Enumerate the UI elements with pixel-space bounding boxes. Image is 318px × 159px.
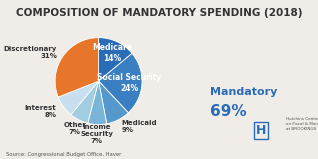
Wedge shape	[99, 38, 132, 81]
Text: 69%: 69%	[210, 104, 246, 119]
Wedge shape	[99, 53, 142, 113]
Wedge shape	[71, 81, 99, 123]
Text: Hutchins Center
on Fiscal & Monetary Policy
at BROOKINGS: Hutchins Center on Fiscal & Monetary Pol…	[286, 117, 318, 131]
Text: Income
Security
7%: Income Security 7%	[80, 124, 114, 144]
Wedge shape	[99, 81, 128, 124]
Text: Mandatory: Mandatory	[210, 87, 277, 97]
Text: COMPOSITION OF MANDATORY SPENDING (2018): COMPOSITION OF MANDATORY SPENDING (2018)	[16, 8, 302, 18]
Wedge shape	[58, 81, 99, 115]
Text: Discretionary
31%: Discretionary 31%	[4, 46, 57, 59]
Wedge shape	[55, 38, 99, 97]
Text: H: H	[256, 124, 266, 137]
Text: Interest
8%: Interest 8%	[24, 105, 56, 118]
Text: Medicaid
9%: Medicaid 9%	[122, 120, 157, 133]
Text: Social Security
24%: Social Security 24%	[97, 73, 161, 93]
Text: Source: Congressional Budget Office, Haver: Source: Congressional Budget Office, Hav…	[6, 152, 122, 157]
Text: Medicare
14%: Medicare 14%	[92, 43, 132, 63]
Text: Other
7%: Other 7%	[63, 122, 86, 135]
Wedge shape	[88, 81, 107, 124]
